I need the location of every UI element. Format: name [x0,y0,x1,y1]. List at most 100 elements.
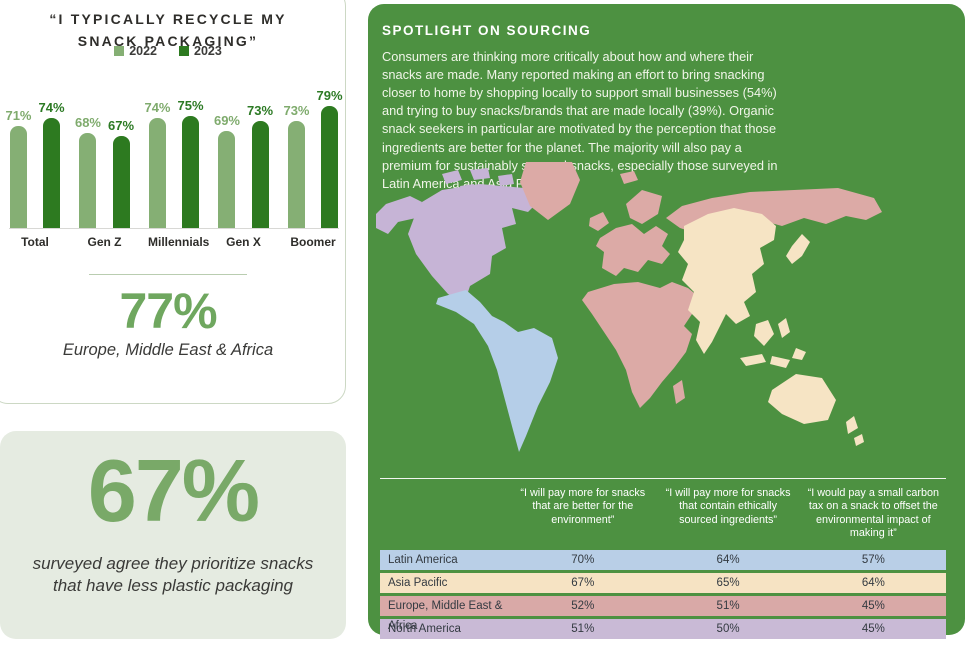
bar-value-label: 69% [213,112,240,128]
map-region-asia-pacific [770,356,790,368]
map-region-north-america [460,184,476,194]
panel-title: SPOTLIGHT ON SOURCING [382,23,592,39]
bar-group-boomer: 73% 79% [283,88,343,228]
table-region-cell: Europe, Middle East & Africa [388,599,503,632]
bar-value-label: 79% [316,87,343,103]
bar [112,135,130,228]
table-row: Europe, Middle East & Africa 52% 51% 45% [380,595,946,632]
bar-value-label: 73% [247,102,274,118]
map-region-asia-pacific [786,234,810,264]
table-value-cell: 45% [861,599,885,612]
map-region-emea [626,190,662,224]
category-label: Total [21,235,49,249]
bar [218,130,236,228]
table-value-cell: 70% [571,553,595,566]
chart-legend: 2022 2023 [0,44,345,58]
table-column-header: “I will pay more for snacks that are bet… [520,487,646,526]
table-row: Asia Pacific 67% 65% 64% [380,572,946,593]
bar-group-gen-z: 68% 67% [75,115,135,228]
map-region-asia-pacific [740,354,766,366]
panel-body-text: Consumers are thinking more critically a… [382,48,778,191]
plastic-stat-value: 67% [87,441,260,540]
bar [251,120,269,228]
table-value-cell: 65% [716,576,740,589]
map-region-latin-america [436,290,558,452]
table-value-cell: 50% [716,622,740,635]
category-label: Gen Z [87,235,122,249]
table-column-header: “I will pay more for snacks that contain… [665,487,791,526]
table-region-cell: North America [388,622,461,635]
bar-groups: 71% 74% 68% 67% 74% 75% 69% 73% 73% 79% [5,85,343,229]
category-label: Boomer [290,235,336,249]
map-region-asia-pacific [792,348,806,360]
bar [79,133,97,228]
plastic-stat-card: 67% surveyed agree they prioritize snack… [0,431,346,639]
map-region-emea [582,282,720,408]
category-label: Gen X [226,235,261,249]
map-region-asia-pacific [678,208,776,354]
legend-label-2022: 2022 [129,44,157,58]
bar-value-label: 71% [5,107,32,123]
table-value-cell: 52% [571,599,595,612]
table-value-cell: 64% [861,576,885,589]
table-value-cell: 51% [716,599,740,612]
bar [43,118,61,228]
table-row: Latin America 70% 64% 57% [380,549,946,570]
map-region-north-america [470,168,490,180]
bar [182,115,200,228]
map-region-asia-pacific [754,320,774,346]
map-region-asia-pacific [768,374,836,424]
bar [9,125,27,228]
chart-title-line1: “I TYPICALLY RECYCLE MY [49,11,287,27]
map-region-north-america [442,170,462,184]
bar [287,120,305,228]
bar-group-millennials: 74% 75% [144,98,204,228]
legend-swatch-2022 [114,46,125,56]
emea-stat-label: Europe, Middle East & Africa [62,341,274,359]
bar-value-label: 75% [177,97,204,113]
category-labels: Total Gen Z Millennials Gen X Boomer [9,235,339,249]
recycle-chart-card: “I TYPICALLY RECYCLE MY SNACK PACKAGING”… [0,0,346,404]
sourcing-table: “I will pay more for snacks that are bet… [380,478,946,639]
table-header-blank [380,485,510,547]
map-region-north-america [376,196,422,234]
map-region-north-america [498,174,514,186]
table-value-cell: 45% [861,622,885,635]
bar-value-label: 73% [283,102,310,118]
bar-value-label: 67% [108,117,135,133]
bar-value-label: 68% [74,115,101,130]
emea-stat-value: 77% [119,283,217,339]
bar-group-gen-x: 69% 73% [214,102,274,228]
table-value-cell: 67% [571,576,595,589]
divider-line [89,274,247,275]
map-region-emea [620,171,638,184]
plastic-stat-label: surveyed agree they prioritize snacks th… [32,554,314,596]
map-region-emea [596,224,670,276]
legend-swatch-2023 [179,46,189,56]
spotlight-panel: SPOTLIGHT ON SOURCING Consumers are thin… [368,4,965,639]
map-region-asia-pacific [854,434,864,446]
table-header-row: “I will pay more for snacks that are bet… [380,479,946,547]
table-row: North America 51% 50% 45% [380,618,946,639]
map-region-emea [520,162,580,220]
table-body: Latin America 70% 64% 57% Asia Pacific 67% 65%… [380,549,946,639]
legend-label-2023: 2023 [194,44,222,58]
category-label: Millennials [148,235,210,249]
map-region-emea [589,212,609,231]
map-region-asia-pacific [846,416,858,434]
bar [148,118,166,228]
bar-chart: 71% 74% 68% 67% 74% 75% 69% 73% 73% 79% Total Gen … [5,85,343,250]
world-map [376,162,882,452]
table-value-cell: 64% [716,553,740,566]
map-region-emea [673,380,685,404]
chart-title-line2: SNACK PACKAGING” [77,32,259,49]
map-region-north-america [408,184,540,304]
legend-item-2023: 2023 [179,44,222,58]
table-region-cell: Asia Pacific [388,576,448,589]
legend-item-2022: 2022 [114,44,157,58]
map-region-asia-pacific [778,318,790,338]
table-region-cell: Latin America [388,553,458,566]
table-value-cell: 57% [861,553,885,566]
bar-group-total: 71% 74% [5,100,65,228]
bar-value-label: 74% [38,100,65,115]
